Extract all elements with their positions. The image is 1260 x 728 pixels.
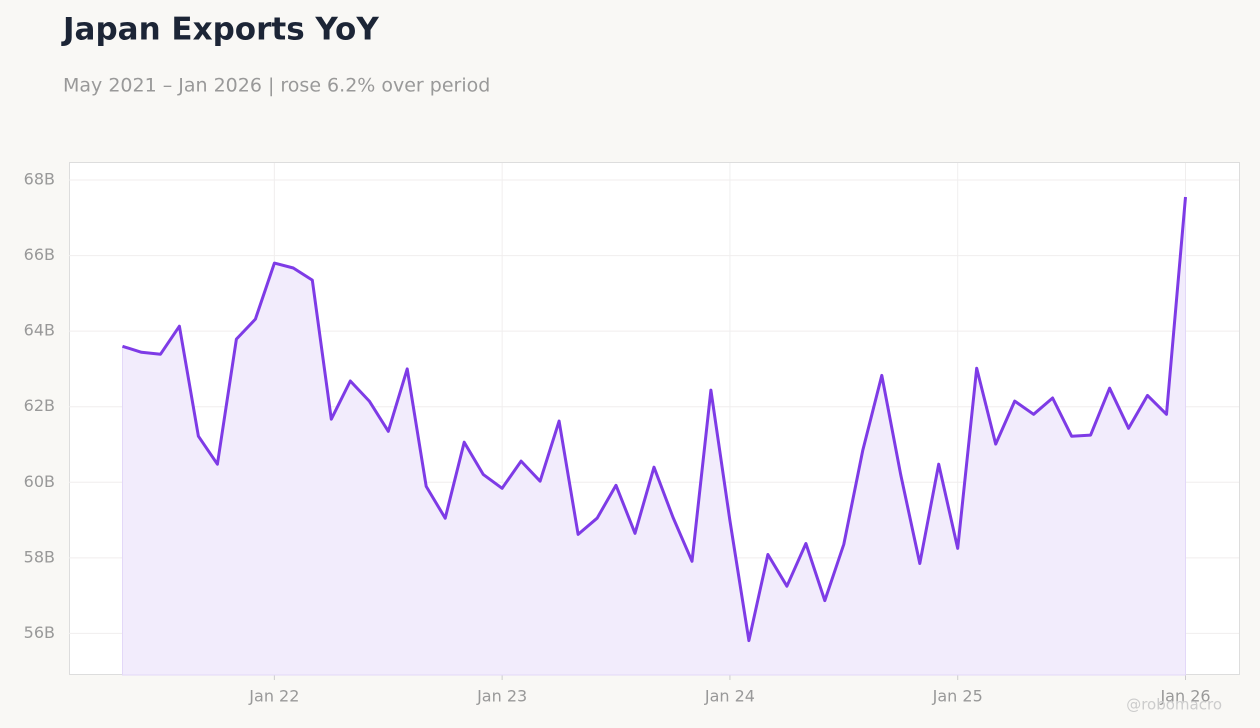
y-tick-label: 62B xyxy=(24,396,55,415)
x-tick-label: Jan 26 xyxy=(1159,687,1210,706)
x-tick-label: Jan 25 xyxy=(932,687,983,706)
watermark: @robomacro xyxy=(1126,696,1222,714)
y-tick-label: 58B xyxy=(24,547,55,566)
chart-title: Japan Exports YoY xyxy=(61,12,379,48)
x-tick-label: Jan 23 xyxy=(476,687,527,706)
y-tick-label: 68B xyxy=(24,170,55,189)
y-tick-label: 66B xyxy=(24,245,55,264)
y-tick-label: 64B xyxy=(24,321,55,340)
y-tick-label: 56B xyxy=(24,623,55,642)
chart-subtitle: May 2021 – Jan 2026 | rose 6.2% over per… xyxy=(63,75,490,97)
x-tick-label: Jan 22 xyxy=(248,687,299,706)
x-tick-label: Jan 24 xyxy=(704,687,755,706)
line xyxy=(122,196,1187,643)
y-tick-label: 60B xyxy=(24,472,55,491)
